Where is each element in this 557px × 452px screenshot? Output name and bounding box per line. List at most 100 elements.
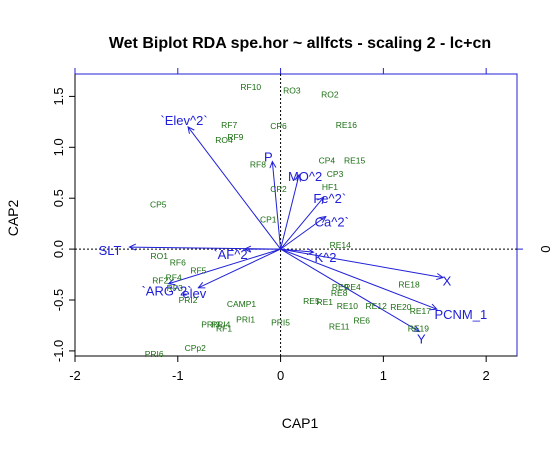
- vector-line: [187, 126, 281, 250]
- vector-arrow: Y: [280, 248, 426, 347]
- y-tick-label: 0.0: [51, 240, 66, 258]
- vector-arrow: `AF^2`: [213, 245, 281, 262]
- vector-arrowhead: [429, 303, 438, 311]
- site-label: RF2: [152, 276, 168, 286]
- site-label: PRI4: [212, 319, 231, 329]
- vector-line: [280, 174, 300, 250]
- site-label: RE10: [337, 301, 359, 311]
- site-label: PRI3: [201, 319, 220, 329]
- site-label: RF4: [166, 273, 182, 283]
- site-label: RF10: [240, 82, 261, 92]
- vector-arrowhead: [294, 173, 302, 182]
- vector-label: Ca^2`: [315, 215, 349, 230]
- vector-arrowhead: [243, 245, 252, 253]
- site-label: PRI1: [236, 314, 255, 324]
- vector-label: `AF^2`: [213, 247, 252, 262]
- site-label: CAMP1: [227, 299, 257, 309]
- chart-title: Wet Biplot RDA spe.hor ~ allfcts - scali…: [109, 35, 491, 52]
- vector-arrowhead: [187, 126, 195, 134]
- site-label: RE12: [366, 301, 388, 311]
- y-tick-label: 0.5: [51, 189, 66, 207]
- site-label: PRI5: [271, 317, 290, 327]
- x-tick-label: -2: [69, 368, 81, 383]
- vector-arrow: Ca^2`: [280, 215, 349, 250]
- vector-arrow: SLT: [99, 243, 281, 258]
- vector-arrowhead: [269, 160, 277, 169]
- vector-arrowhead: [128, 243, 137, 251]
- vector-line: [168, 248, 281, 285]
- vector-line: [271, 161, 282, 250]
- y-tick-label: 1.5: [51, 87, 66, 105]
- site-label: RF5: [190, 265, 206, 275]
- site-label: PRI6: [145, 349, 164, 359]
- site-label: RF9: [227, 132, 243, 142]
- vector-arrow: PCNM_1: [280, 248, 487, 322]
- site-label: RE9: [332, 282, 349, 292]
- site-label: CP3: [327, 169, 344, 179]
- vector-arrow: P: [264, 150, 282, 250]
- vector-arrowhead: [197, 282, 206, 289]
- vector-arrowhead: [436, 273, 445, 281]
- x-tick-label: 1: [380, 368, 387, 383]
- vector-label: P: [264, 150, 273, 165]
- site-label: CP5: [150, 199, 167, 209]
- site-label: CP2: [270, 184, 287, 194]
- site-label: RE1: [317, 297, 334, 307]
- site-label: RE8: [331, 288, 348, 298]
- site-label: RE19: [408, 324, 430, 334]
- vector-label: X: [443, 274, 452, 289]
- vector-line: [280, 248, 438, 310]
- site-label: RF6: [170, 257, 186, 267]
- site-label: RE20: [390, 302, 412, 312]
- vector-arrowhead: [318, 215, 327, 223]
- y-tick-label: -0.5: [51, 289, 66, 311]
- vector-arrow: MO^2: [280, 169, 322, 250]
- x-tick-label: 2: [483, 368, 490, 383]
- right-tick-label: 0: [538, 245, 553, 252]
- y-tick-label: 1.0: [51, 138, 66, 156]
- site-label: RO3: [283, 85, 301, 95]
- vector-layer: `Elev^2` P MO^2 Fe^2` Ca^2` SLT `AF^2` K^2 X `ARG…: [99, 113, 488, 347]
- x-tick-label: 0: [277, 368, 284, 383]
- site-label: PRI2: [179, 295, 198, 305]
- site-label: CP6: [270, 121, 287, 131]
- plot-frame-layer: [74, 73, 518, 357]
- site-label: RF3: [167, 283, 183, 293]
- axis-layer: -2 -1 0 1 2 -1.0 -0.5 0.0 0.5 1.0 1.5 0: [51, 68, 553, 383]
- vector-arrow: Fe^2`: [280, 191, 346, 250]
- site-label: CP1: [260, 215, 277, 225]
- vector-label: PCNM_1: [434, 307, 487, 322]
- site-label: CPp2: [185, 343, 207, 353]
- site-label: RE11: [329, 321, 350, 331]
- vector-arrowhead: [317, 196, 325, 205]
- x-tick-label: -1: [172, 368, 184, 383]
- vector-arrow: `Elev^2`: [160, 113, 281, 250]
- site-label: RO1: [151, 251, 169, 261]
- vector-label: `Elev^2`: [160, 113, 207, 128]
- x-axis-title: CAP1: [282, 415, 319, 431]
- vector-label: `ARG^2`: [141, 284, 191, 299]
- vector-line: [280, 248, 444, 279]
- y-axis-title: CAP2: [5, 200, 21, 237]
- vector-label: K^2: [314, 250, 336, 265]
- vector-arrow: elev: [182, 248, 281, 301]
- site-label: RE16: [336, 120, 358, 130]
- site-label: RF1: [216, 324, 232, 334]
- vector-line: [198, 248, 281, 289]
- site-label: RO2: [321, 89, 339, 99]
- vector-line: [280, 216, 327, 250]
- vector-arrow: `ARG^2`: [141, 248, 281, 299]
- vector-arrowhead: [167, 278, 176, 286]
- vector-line: [280, 196, 325, 250]
- site-label: RE18: [398, 280, 420, 290]
- vector-label: MO^2: [288, 169, 322, 184]
- site-label: RE5: [303, 296, 320, 306]
- site-label: RF7: [221, 120, 237, 130]
- site-label: RE4: [344, 282, 361, 292]
- vector-label: elev: [182, 286, 206, 301]
- site-label: RE14: [330, 240, 352, 250]
- vector-label: Y: [417, 332, 426, 347]
- vector-arrowhead: [412, 325, 421, 333]
